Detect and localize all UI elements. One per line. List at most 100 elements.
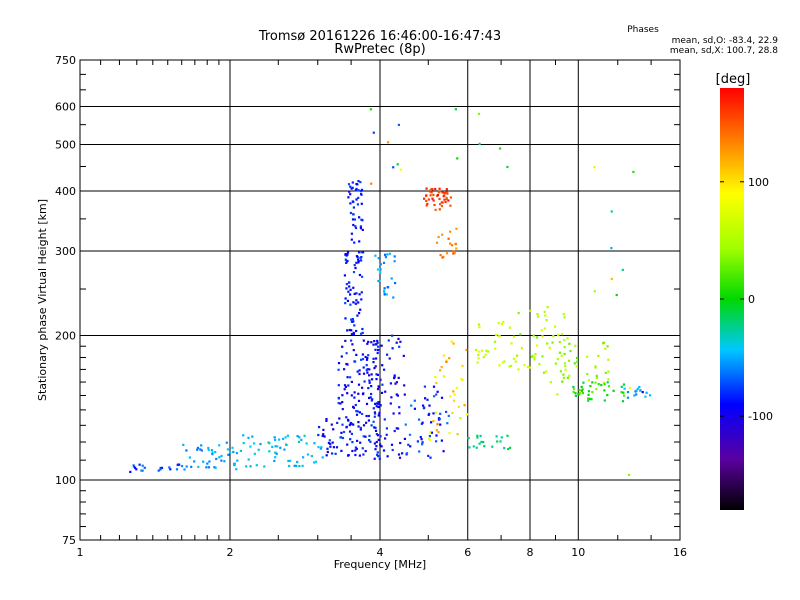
data-point: [160, 466, 164, 469]
data-point: [376, 341, 379, 344]
data-point: [377, 348, 380, 352]
data-point: [386, 253, 389, 256]
data-point: [386, 353, 389, 356]
data-point: [362, 339, 365, 342]
data-point: [141, 469, 144, 472]
data-point: [478, 350, 481, 353]
data-point: [356, 255, 359, 259]
data-point: [376, 388, 380, 391]
data-point: [447, 414, 450, 417]
data-point: [607, 370, 610, 373]
data-point: [509, 446, 512, 449]
data-point: [552, 334, 555, 337]
data-point: [610, 277, 613, 281]
data-point: [356, 439, 359, 442]
data-point: [445, 191, 448, 194]
data-point: [351, 181, 354, 184]
data-point: [533, 358, 536, 361]
data-point: [218, 456, 221, 459]
data-point: [351, 441, 354, 444]
data-point: [369, 396, 372, 399]
data-point: [441, 233, 444, 236]
data-point: [199, 448, 202, 451]
data-point: [358, 312, 361, 315]
data-point: [343, 388, 346, 391]
data-point: [363, 380, 366, 383]
data-point: [325, 419, 328, 422]
data-point: [355, 410, 358, 413]
data-point: [379, 263, 382, 266]
data-point: [538, 363, 541, 366]
data-point: [354, 225, 357, 228]
data-point: [206, 462, 209, 465]
data-point: [317, 433, 320, 437]
data-point: [392, 412, 395, 415]
data-point: [349, 293, 352, 296]
data-point: [232, 450, 235, 454]
data-point: [566, 337, 569, 340]
data-point: [377, 405, 380, 409]
data-point: [361, 228, 364, 231]
data-point: [399, 168, 402, 171]
data-point: [435, 440, 438, 443]
data-point: [349, 288, 352, 291]
data-point: [377, 386, 380, 389]
data-point: [478, 326, 481, 329]
data-point: [350, 329, 353, 332]
data-point: [359, 256, 362, 259]
data-point: [595, 374, 598, 377]
data-point: [397, 427, 400, 430]
data-point: [433, 203, 436, 207]
plot-frame: [79, 59, 681, 541]
data-point: [461, 364, 464, 367]
data-point: [331, 441, 334, 444]
data-point: [376, 451, 379, 454]
data-point: [476, 436, 479, 439]
data-point: [425, 194, 428, 197]
data-point: [428, 404, 431, 407]
y-tick-label: 75: [62, 534, 76, 547]
data-point: [477, 354, 480, 357]
data-point: [373, 415, 376, 418]
data-point: [373, 426, 376, 429]
data-point: [354, 266, 357, 270]
data-point: [371, 378, 374, 381]
data-point: [467, 437, 470, 440]
data-point: [572, 385, 575, 389]
data-point: [422, 404, 425, 407]
data-point: [354, 453, 357, 457]
data-point: [559, 370, 562, 373]
data-point: [440, 366, 443, 369]
data-point: [274, 438, 277, 441]
data-point: [576, 356, 579, 360]
data-point: [176, 463, 179, 467]
data-point: [345, 416, 348, 419]
data-point: [383, 368, 386, 371]
data-point: [431, 197, 434, 200]
data-point: [545, 319, 548, 322]
data-point: [343, 368, 346, 371]
data-point: [357, 260, 360, 263]
data-point: [454, 242, 457, 245]
data-point: [349, 303, 352, 306]
data-point: [135, 468, 138, 471]
data-point: [368, 396, 371, 400]
data-point: [358, 372, 361, 376]
data-point: [494, 333, 498, 337]
colorbar-label: [deg]: [716, 72, 751, 87]
data-point: [381, 364, 384, 367]
data-point: [372, 361, 375, 364]
data-point: [332, 446, 335, 449]
data-point: [371, 398, 374, 401]
data-point: [526, 365, 529, 369]
data-point: [579, 391, 582, 395]
data-point: [456, 433, 459, 436]
data-point: [354, 449, 357, 452]
data-point: [249, 445, 252, 448]
data-point: [350, 333, 353, 336]
data-point: [339, 436, 342, 439]
data-point: [301, 464, 304, 467]
data-point: [349, 211, 352, 215]
data-point: [360, 188, 364, 191]
data-point: [334, 452, 337, 455]
